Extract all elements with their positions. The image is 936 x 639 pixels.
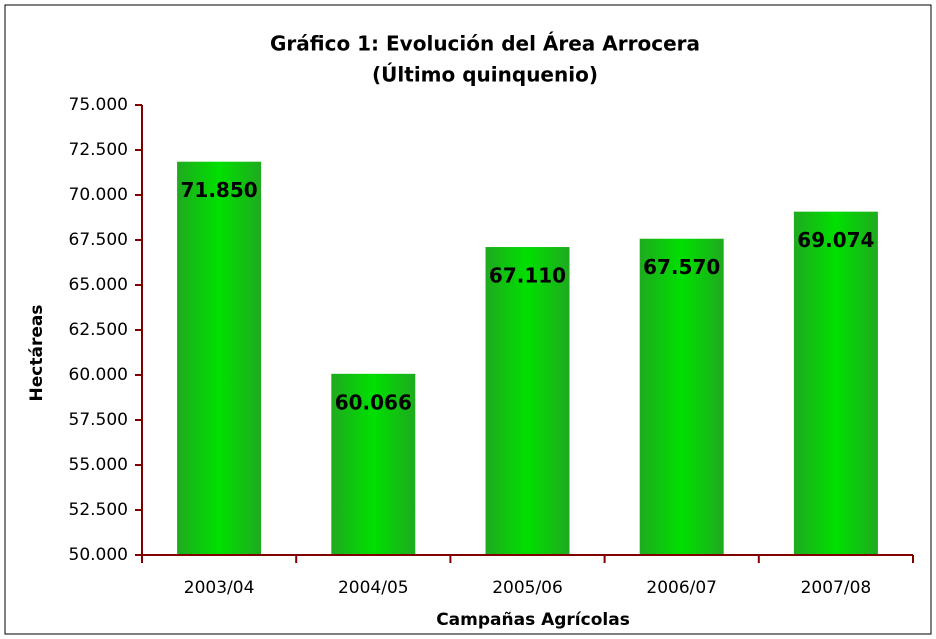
x-tick-label: 2004/05 xyxy=(338,578,409,598)
y-tick-label: 65.000 xyxy=(69,275,128,295)
bar xyxy=(331,373,416,555)
y-tick-label: 50.000 xyxy=(69,545,128,565)
bar xyxy=(793,211,878,555)
x-axis-label: Campañas Agrícolas xyxy=(436,610,630,630)
data-label: 67.570 xyxy=(643,255,720,279)
x-tick-label: 2003/04 xyxy=(184,578,255,598)
chart-title: Gráfico 1: Evolución del Área Arrocera xyxy=(270,32,700,56)
x-tick-label: 2007/08 xyxy=(801,578,872,598)
y-tick-label: 55.000 xyxy=(69,455,128,475)
bar xyxy=(485,247,570,555)
y-tick-label: 70.000 xyxy=(69,185,128,205)
data-label: 69.074 xyxy=(797,228,874,252)
chart-subtitle: (Último quinquenio) xyxy=(372,63,598,87)
y-tick-label: 67.500 xyxy=(69,230,128,250)
data-label: 67.110 xyxy=(489,264,566,288)
bar xyxy=(639,238,724,556)
data-label: 71.850 xyxy=(181,178,258,202)
x-tick-label: 2006/07 xyxy=(646,578,717,598)
x-tick-label: 2005/06 xyxy=(492,578,563,598)
y-axis-label: Hectáreas xyxy=(27,305,47,402)
y-tick-label: 75.000 xyxy=(69,95,128,115)
y-tick-label: 57.500 xyxy=(69,410,128,430)
y-tick-label: 62.500 xyxy=(69,320,128,340)
y-tick-label: 72.500 xyxy=(69,140,128,160)
chart-border xyxy=(4,4,932,635)
y-tick-label: 60.000 xyxy=(69,365,128,385)
bar xyxy=(177,161,262,555)
y-tick-label: 52.500 xyxy=(69,500,128,520)
data-label: 60.066 xyxy=(335,390,412,414)
